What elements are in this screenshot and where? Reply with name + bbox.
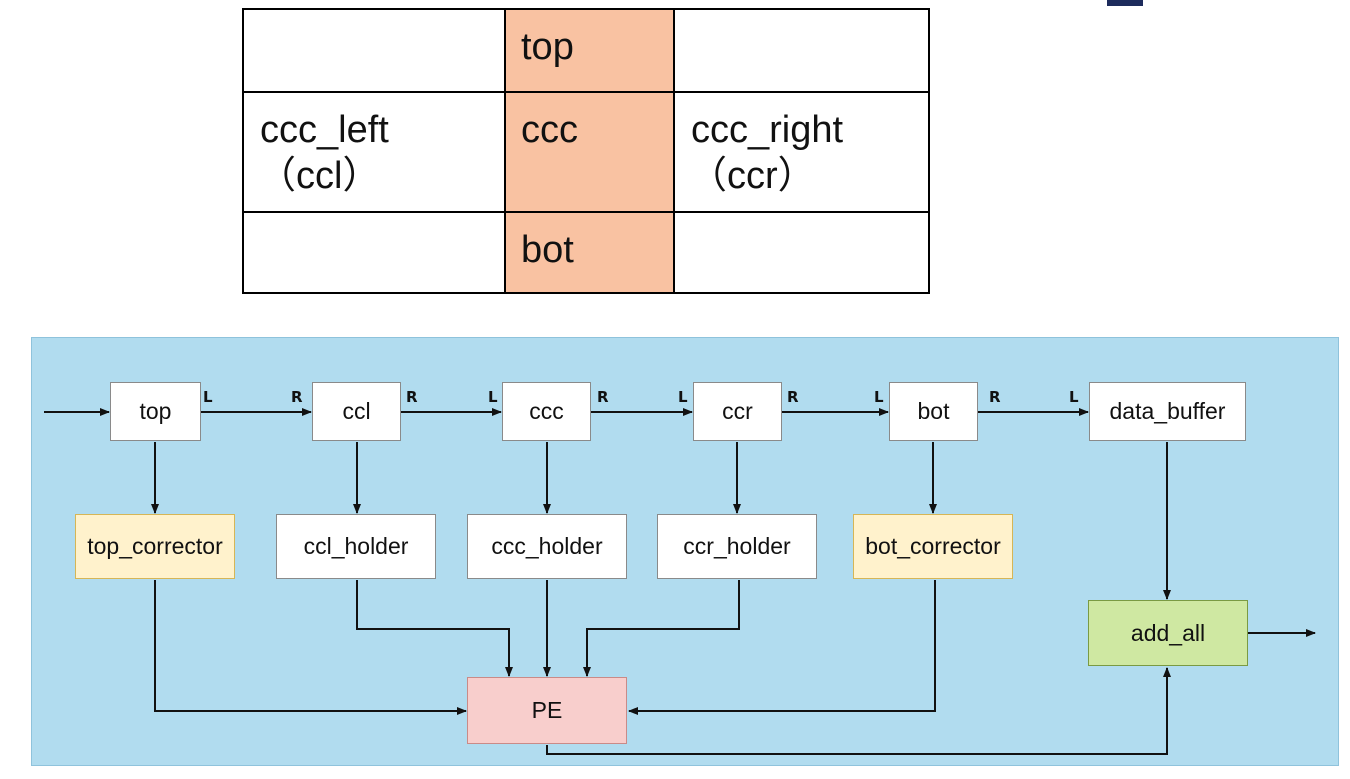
port-label: L — [203, 388, 213, 406]
pipeline-diagram: L R R L R L R L R L top ccl ccc ccr bot … — [0, 318, 1350, 779]
accent-mark — [1107, 0, 1143, 6]
port-label: R — [291, 388, 303, 406]
grid-cell-ccc-left: ccc_left （ccl） — [242, 91, 506, 213]
port-label: R — [406, 388, 418, 406]
node-add-all: add_all — [1088, 600, 1248, 666]
port-label: R — [787, 388, 799, 406]
grid-cell-top-left — [242, 8, 506, 93]
layout-grid: top ccc_left （ccl） ccc ccc_right （ccr） b… — [242, 8, 930, 294]
grid-row: bot — [242, 211, 930, 294]
node-pe: PE — [467, 677, 627, 744]
port-label: L — [874, 388, 884, 406]
node-data-buffer: data_buffer — [1089, 382, 1246, 441]
port-label: L — [1069, 388, 1079, 406]
node-top-corrector: top_corrector — [75, 514, 235, 579]
connector-lines — [44, 408, 1316, 755]
top-corrector-to-pe — [154, 580, 467, 715]
node-ccl-holder: ccl_holder — [276, 514, 436, 579]
grid-row: top — [242, 8, 930, 93]
pe-to-addall — [546, 667, 1171, 755]
grid-cell-bot: bot — [504, 211, 675, 294]
port-label: L — [488, 388, 498, 406]
grid-cell-ccc-right: ccc_right （ccr） — [673, 91, 930, 213]
node-ccr-holder: ccr_holder — [657, 514, 817, 579]
ccr-holder-to-pe — [583, 580, 740, 677]
port-label: R — [597, 388, 609, 406]
node-ccc: ccc — [502, 382, 591, 441]
grid-row: ccc_left （ccl） ccc ccc_right （ccr） — [242, 91, 930, 213]
port-label: L — [678, 388, 688, 406]
node-top: top — [110, 382, 201, 441]
node-ccc-holder: ccc_holder — [467, 514, 627, 579]
grid-cell-bottom-left — [242, 211, 506, 294]
node-bot: bot — [889, 382, 978, 441]
ccl-holder-to-pe — [356, 580, 513, 677]
node-bot-corrector: bot_corrector — [853, 514, 1013, 579]
node-ccl: ccl — [312, 382, 401, 441]
grid-cell-bottom-right — [673, 211, 930, 294]
port-label: R — [989, 388, 1001, 406]
bot-corrector-to-pe — [628, 580, 936, 715]
node-ccr: ccr — [693, 382, 782, 441]
grid-cell-top-right — [673, 8, 930, 93]
grid-cell-top: top — [504, 8, 675, 93]
grid-cell-ccc: ccc — [504, 91, 675, 213]
